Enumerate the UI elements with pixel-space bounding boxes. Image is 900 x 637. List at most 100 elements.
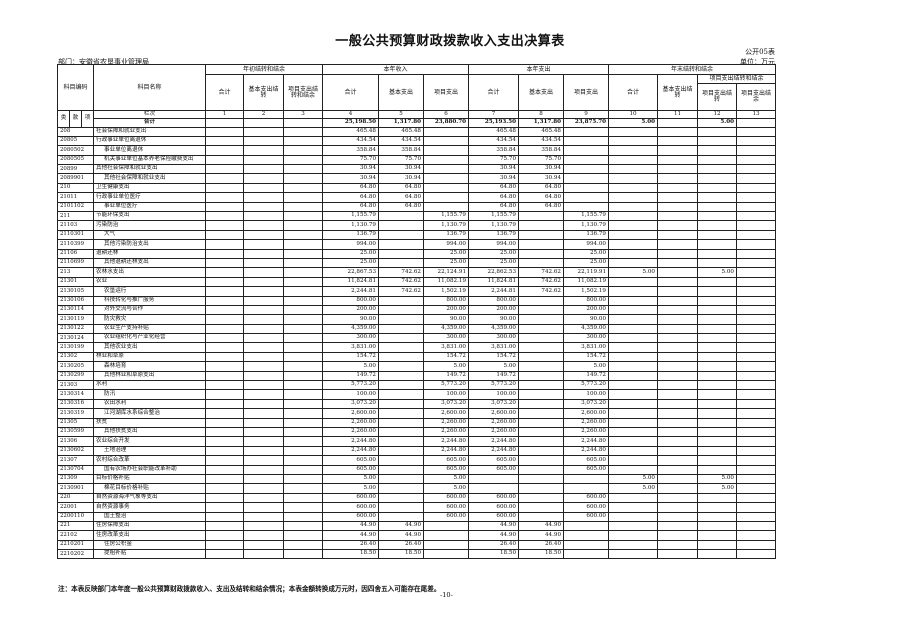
value-cell: [283, 314, 323, 325]
value-cell: [563, 182, 609, 194]
value-cell: [205, 145, 244, 156]
value-cell: [657, 539, 698, 551]
value-cell: [608, 520, 658, 532]
value-cell: [735, 126, 777, 137]
table-row: 2101102 事业单位医疗 64.80 64.80 64.80 64.80: [57, 201, 777, 213]
value-cell: 100.00: [468, 389, 519, 400]
value-cell: [283, 445, 323, 457]
value-cell: [205, 154, 244, 166]
value-cell: 149.72: [423, 370, 469, 382]
value-cell: [735, 398, 777, 410]
value-cell: [378, 257, 424, 269]
value-cell: [735, 408, 777, 419]
subject-code: 21103: [57, 220, 94, 231]
value-cell: [283, 173, 323, 184]
value-cell: [563, 549, 609, 560]
value-cell: [608, 426, 658, 438]
subject-name: 节能环保支出: [93, 210, 206, 222]
value-cell: [205, 483, 244, 494]
value-cell: [657, 135, 698, 147]
value-cell: [735, 210, 777, 222]
subject-code: 2130199: [57, 342, 94, 353]
value-cell: [243, 351, 284, 363]
value-cell: 75.70: [468, 154, 519, 166]
value-cell: [608, 333, 658, 344]
value-cell: 11,824.81: [468, 276, 519, 288]
header-end-project-balance: 项目支出结余: [735, 83, 777, 111]
value-cell: [378, 361, 424, 372]
value-cell: 1,130.79: [563, 220, 609, 231]
subject-code: 210: [57, 182, 94, 194]
value-cell: [697, 323, 737, 335]
subject-code: 2130299: [57, 370, 94, 382]
value-cell: 44.90: [378, 530, 424, 541]
value-cell: [697, 342, 737, 353]
value-cell: [697, 511, 737, 522]
value-cell: [518, 323, 564, 335]
subject-name: 国土整治: [93, 511, 206, 522]
value-cell: 25.00: [423, 248, 469, 259]
value-cell: [205, 342, 244, 353]
value-cell: [283, 229, 323, 241]
value-cell: [735, 351, 777, 363]
subject-code: 208: [57, 126, 94, 137]
subject-name: 森林培育: [93, 361, 206, 372]
value-cell: [243, 295, 284, 306]
value-cell: [697, 135, 737, 147]
value-cell: [518, 473, 564, 485]
header-expense-total: 合计: [468, 74, 519, 111]
value-cell: [205, 389, 244, 400]
value-cell: 800.00: [468, 295, 519, 306]
footnote: 注：本表反映部门本年度一般公共预算财政拨款收入、支出及结转和结余情况；本表金额转…: [58, 585, 441, 593]
value-cell: [735, 464, 777, 475]
value-cell: [518, 314, 564, 325]
value-cell: [243, 436, 284, 447]
value-cell: [735, 173, 777, 184]
value-cell: 154.72: [322, 351, 379, 363]
value-cell: [608, 389, 658, 400]
value-cell: [205, 295, 244, 306]
subject-code: 2110399: [57, 239, 94, 250]
value-cell: 22,862.53: [468, 267, 519, 278]
value-cell: [518, 492, 564, 504]
subject-code: 2130114: [57, 304, 94, 316]
total-cell: [243, 118, 284, 128]
value-cell: 25.00: [322, 248, 379, 259]
value-cell: [608, 286, 658, 297]
value-cell: [205, 276, 244, 288]
value-cell: [735, 520, 777, 532]
value-cell: 600.00: [423, 502, 469, 513]
value-cell: [243, 455, 284, 466]
value-cell: [697, 276, 737, 288]
value-cell: [657, 229, 698, 241]
table-row: 220 自然资源海洋气象等支出 600.00 600.00 600.00 600.00: [57, 492, 777, 504]
value-cell: [378, 398, 424, 410]
value-cell: [735, 257, 777, 269]
value-cell: [518, 248, 564, 259]
table-row: 2080505 机关事业单位基本养老保险缴费支出 75.70 75.70 75.70 75…: [57, 154, 777, 166]
value-cell: 149.72: [468, 370, 519, 382]
value-cell: 605.00: [322, 455, 379, 466]
value-cell: [518, 445, 564, 457]
value-cell: [697, 239, 737, 250]
value-cell: 2,244.80: [322, 436, 379, 447]
value-cell: [608, 276, 658, 288]
value-cell: [243, 304, 284, 316]
value-cell: 64.80: [378, 192, 424, 203]
subject-name: 农田水利: [93, 398, 206, 410]
value-cell: 5.00: [697, 483, 737, 494]
value-cell: [518, 229, 564, 241]
value-cell: [518, 239, 564, 250]
value-cell: [697, 492, 737, 504]
value-cell: [205, 455, 244, 466]
subject-name: 农业: [93, 276, 206, 288]
header-begin-total: 合计: [205, 74, 244, 111]
value-cell: [518, 220, 564, 231]
total-cell: [283, 118, 323, 128]
value-cell: [205, 445, 244, 457]
value-cell: [468, 483, 519, 494]
subject-code: 2110699: [57, 257, 94, 269]
value-cell: [657, 333, 698, 344]
table-row: 2130602 土地治理 2,244.80 2,244.80 2,244.80 2,244…: [57, 445, 777, 457]
value-cell: 2,244.80: [468, 436, 519, 447]
